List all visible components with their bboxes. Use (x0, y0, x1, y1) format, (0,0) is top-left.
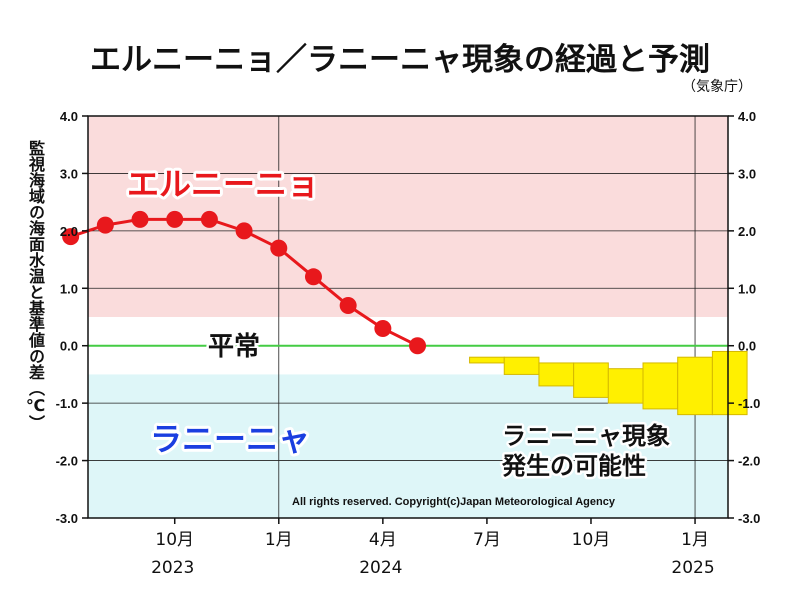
x-tick-label: 4月 (369, 530, 397, 550)
y-tick-label-left: 0.0 (60, 339, 78, 354)
forecast-box (573, 362, 609, 398)
observed-point (374, 319, 392, 337)
chart-title: エルニーニョ／ラニーニャ現象の経過と予測 (90, 42, 710, 78)
year-label: 2024 (359, 558, 402, 578)
observed-point (339, 297, 357, 315)
forecast-box (711, 350, 748, 416)
forecast-boxes (469, 350, 748, 416)
observed-series (62, 210, 427, 355)
y-tick-label-left: 2.0 (60, 224, 78, 239)
observed-point (304, 268, 322, 286)
forecast-annotation-line1: ラニーニャ現象 (502, 422, 670, 450)
y-tick-label-right: 3.0 (738, 166, 756, 181)
y-tick-label-right: 1.0 (738, 281, 756, 296)
axis-ticks: 4.0 4.0 3.0 3.0 2.0 2.0 1.0 1.0 0.0 0.0 -1.0 -1.0 -2… (56, 109, 761, 578)
observed-point (131, 210, 149, 228)
y-axis-label: 監視海域の海面水温と基準値の差（℃） (26, 140, 45, 431)
y-tick-label-right: -3.0 (738, 511, 760, 526)
copyright-notice: All rights reserved. Copyright(c)Japan M… (292, 496, 616, 508)
observed-point (96, 216, 114, 234)
y-tick-label-right: 0.0 (738, 339, 756, 354)
forecast-annotation-line2: 発生の可能性 (501, 452, 646, 480)
normal-label: 平常 (208, 332, 260, 362)
forecast-box (607, 368, 644, 404)
y-tick-label-left: 3.0 (60, 166, 78, 181)
la-nina-label: ラニーニャ (150, 420, 310, 458)
forecast-box (469, 356, 505, 364)
background-bands (88, 116, 728, 518)
observed-point (235, 222, 253, 240)
forecast-box (677, 356, 713, 416)
year-label: 2025 (671, 558, 714, 578)
x-tick-label: 1月 (681, 530, 709, 550)
y-tick-label-left: -1.0 (56, 396, 78, 411)
x-tick-label: 7月 (473, 530, 501, 550)
x-tick-label: 1月 (265, 530, 293, 550)
el-nino-label: エルニーニョ (127, 165, 319, 203)
el-nino-band (88, 116, 728, 317)
y-tick-label-right: 4.0 (738, 109, 756, 124)
forecast-box (503, 356, 540, 375)
forecast-box (538, 362, 575, 387)
observed-point (62, 228, 80, 246)
x-tick-label: 10月 (572, 530, 611, 550)
year-label: 2023 (151, 558, 194, 578)
observed-point (270, 239, 288, 257)
forecast-box (642, 362, 679, 410)
source-label: （気象庁） (682, 79, 752, 95)
y-tick-label-left: 4.0 (60, 109, 78, 124)
y-tick-label-right: -2.0 (738, 454, 760, 469)
x-tick-label: 10月 (155, 530, 194, 550)
y-tick-label-right: -1.0 (738, 396, 760, 411)
y-tick-label-left: -3.0 (56, 511, 78, 526)
observed-point (409, 337, 427, 355)
observed-point (200, 210, 218, 228)
plot-frame (87, 115, 729, 519)
y-tick-label-right: 2.0 (738, 224, 756, 239)
y-tick-label-left: 1.0 (60, 281, 78, 296)
observed-point (166, 210, 184, 228)
y-tick-label-left: -2.0 (56, 454, 78, 469)
